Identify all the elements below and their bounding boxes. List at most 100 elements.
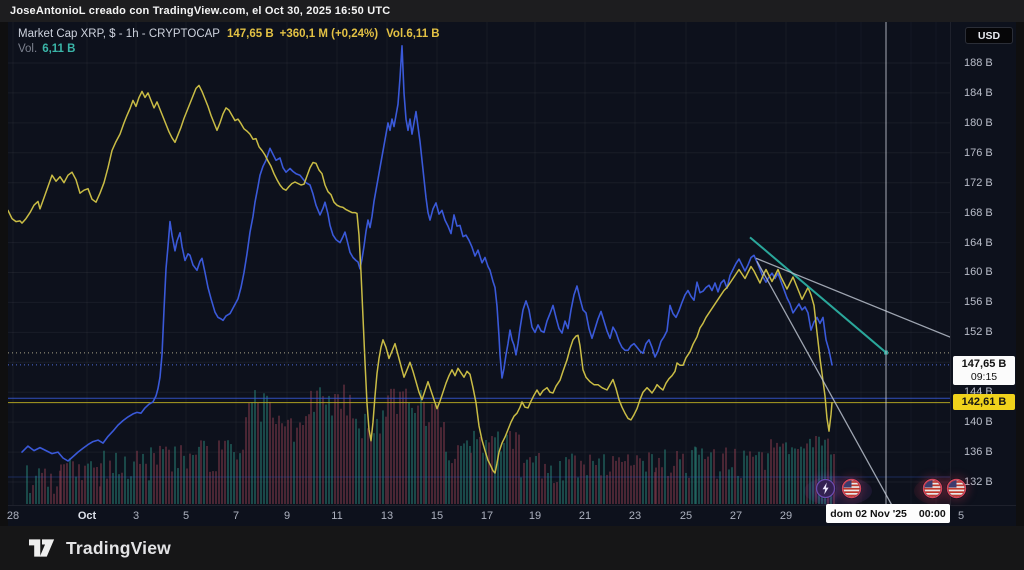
volume-bar: [165, 446, 167, 504]
price-tick-label: 188 B: [964, 57, 993, 69]
volume-bar: [136, 450, 138, 504]
volume-bar: [331, 415, 333, 504]
tradingview-logo-icon[interactable]: [27, 535, 57, 561]
volume-bar: [408, 402, 410, 504]
time-tick-label: 3: [132, 510, 140, 522]
volume-bar: [719, 471, 721, 504]
price-tick-label: 156 B: [964, 296, 993, 309]
compare-price-badge: 142,61 B: [953, 394, 1015, 410]
chart-panel[interactable]: Market Cap XRP, $ - 1h - CRYPTOCAP 147,65…: [7, 22, 1016, 526]
volume-bar: [752, 456, 754, 504]
volume-bar: [266, 395, 268, 504]
time-axis[interactable]: 28 Oct 3 5 7 9 11 13 15 17 19 21 23 25 27 29 5: [7, 505, 1016, 526]
volume-bar: [728, 469, 730, 504]
volume-bar: [770, 439, 772, 504]
volume-bar: [553, 483, 555, 504]
volume-bar: [479, 436, 481, 504]
volume-bar: [615, 460, 617, 504]
volume-bar: [109, 460, 111, 504]
currency-toggle-button[interactable]: USD: [965, 27, 1013, 44]
us-flag-event-icon[interactable]: [946, 478, 967, 499]
volume-bar: [512, 448, 514, 504]
volume-bar: [440, 427, 442, 504]
lightning-event-icon[interactable]: [815, 478, 836, 499]
volume-bar: [830, 454, 832, 504]
volume-bar: [275, 424, 277, 504]
volume-bar: [218, 440, 220, 504]
time-tick-label: 9: [283, 510, 291, 522]
time-tick-label: 27: [729, 510, 743, 522]
volume-bar: [749, 451, 751, 504]
volume-bar: [251, 402, 253, 504]
price-tick-label: 172 B: [964, 176, 993, 189]
volume-bar: [260, 421, 262, 504]
volume-bar: [463, 443, 465, 504]
volume-bar: [103, 450, 105, 504]
chart-legend: Market Cap XRP, $ - 1h - CRYPTOCAP 147,65…: [18, 27, 440, 57]
volume-bar: [302, 424, 304, 504]
volume-bar: [624, 461, 626, 504]
volume-bar: [658, 457, 660, 504]
volume-bar: [56, 486, 58, 504]
volume-bar: [319, 387, 321, 504]
last-price-badge: 147,65 B 09:15: [953, 356, 1015, 385]
volume-bar: [355, 418, 357, 504]
volume-bar: [648, 452, 650, 504]
volume-bar: [821, 445, 823, 504]
us-flag-event-icon[interactable]: [841, 478, 862, 499]
price-tick-label: 180 B: [964, 116, 993, 129]
volume-bar: [63, 464, 65, 504]
volume-bar: [148, 480, 150, 504]
volume-bar: [809, 438, 811, 504]
volume-bar: [428, 422, 430, 504]
volume-bar: [349, 394, 351, 504]
volume-bar: [198, 446, 200, 504]
volume-bar: [556, 482, 558, 504]
volume-bar: [84, 465, 86, 504]
time-tick-label: 11: [331, 510, 343, 522]
volume-bar: [322, 396, 324, 504]
gray-trendline-shallow: [755, 257, 950, 338]
volume-bar: [379, 433, 381, 504]
volume-bar: [704, 459, 706, 504]
volume-bar: [81, 480, 83, 504]
price-tick-label: 140 B: [964, 416, 993, 429]
volume-bar: [346, 415, 348, 504]
chart-plot-area[interactable]: [8, 22, 950, 505]
volume-bar: [818, 436, 820, 504]
volume-bar: [448, 460, 450, 504]
price-change-value: +360,1 M (+0,24%): [279, 28, 379, 40]
volume-bar: [636, 455, 638, 504]
volume-bar: [26, 465, 28, 504]
volume-bar: [60, 464, 62, 504]
volume-bar: [473, 430, 475, 504]
volume-bar: [627, 454, 629, 504]
volume-bar: [773, 447, 775, 504]
symbol-title[interactable]: Market Cap XRP, $ - 1h - CRYPTOCAP: [18, 28, 220, 40]
volume-bar: [782, 443, 784, 504]
volume-bar: [278, 415, 280, 504]
volume-bar: [41, 472, 43, 504]
volume-bar: [96, 466, 98, 504]
volume-bar: [595, 465, 597, 504]
volume-bar: [577, 477, 579, 504]
volume-bar: [639, 458, 641, 504]
volume-bar: [685, 472, 687, 504]
volume-bar: [737, 475, 739, 504]
time-tick-label: Oct: [77, 510, 97, 522]
us-flag-event-icon[interactable]: [922, 478, 943, 499]
volume-bar: [248, 402, 250, 504]
volume-bar: [833, 454, 835, 504]
volume-bar: [740, 478, 742, 504]
volume-bar: [203, 440, 205, 504]
time-tick-label: 17: [480, 510, 494, 522]
volume-label[interactable]: Vol.: [18, 43, 38, 55]
price-tick-label: 168 B: [964, 206, 993, 219]
bar-countdown: 09:15: [970, 370, 998, 383]
tradingview-wordmark[interactable]: TradingView: [66, 537, 171, 558]
volume-bar: [466, 440, 468, 504]
volume-bar: [376, 418, 378, 504]
volume-bar: [100, 463, 102, 504]
price-axis[interactable]: 188 B 184 B 180 B 176 B 172 B 168 B 164 B 160 B…: [950, 22, 1016, 505]
time-tick-label: 15: [430, 510, 444, 522]
